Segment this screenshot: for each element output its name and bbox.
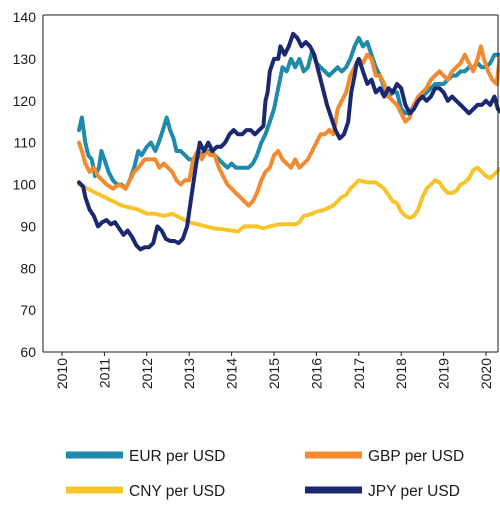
y-tick-label: 110 — [14, 135, 37, 151]
series-line-cny — [77, 165, 500, 234]
y-tick-label: 100 — [13, 177, 37, 193]
y-tick-label: 70 — [20, 302, 36, 318]
x-tick-label: 2012 — [139, 358, 155, 389]
series-lines — [77, 31, 500, 252]
y-tick-label: 130 — [13, 51, 37, 67]
x-tick-label: 2011 — [96, 358, 112, 388]
x-tick-label: 2014 — [224, 358, 240, 389]
y-tick-label: 90 — [20, 218, 36, 234]
legend-label: EUR per USD — [129, 448, 225, 465]
x-tick-label: 2016 — [308, 358, 324, 389]
chart-legend: EUR per USD GBP per USD CNY per USD JPY per… — [66, 448, 464, 500]
legend-label: GBP per USD — [368, 448, 464, 465]
x-tick-label: 2017 — [351, 358, 367, 389]
x-tick-label: 2010 — [54, 358, 70, 389]
y-tick-label: 60 — [20, 344, 36, 360]
x-tick-label: 2020 — [478, 358, 494, 389]
y-tick-label: 120 — [13, 93, 37, 109]
y-tick-label: 80 — [20, 260, 36, 276]
x-tick-label: 2018 — [393, 358, 409, 389]
legend-label: JPY per USD — [368, 483, 460, 500]
x-axis-ticks: 2010 2011 2012 2013 2014 2015 2016 2017 2018 2019… — [54, 352, 494, 389]
x-tick-label: 2013 — [181, 358, 197, 389]
series-line-jpy — [77, 31, 500, 252]
series-line-gbp — [77, 44, 500, 208]
axes — [42, 14, 499, 353]
y-axis-ticks: 60 70 80 90 100 110 120 130 140 — [13, 9, 37, 360]
legend-label: CNY per USD — [129, 483, 225, 500]
x-tick-label: 2015 — [266, 358, 282, 389]
series-line-eur — [77, 35, 500, 191]
y-tick-label: 140 — [13, 9, 37, 25]
x-tick-label: 2019 — [436, 358, 452, 389]
